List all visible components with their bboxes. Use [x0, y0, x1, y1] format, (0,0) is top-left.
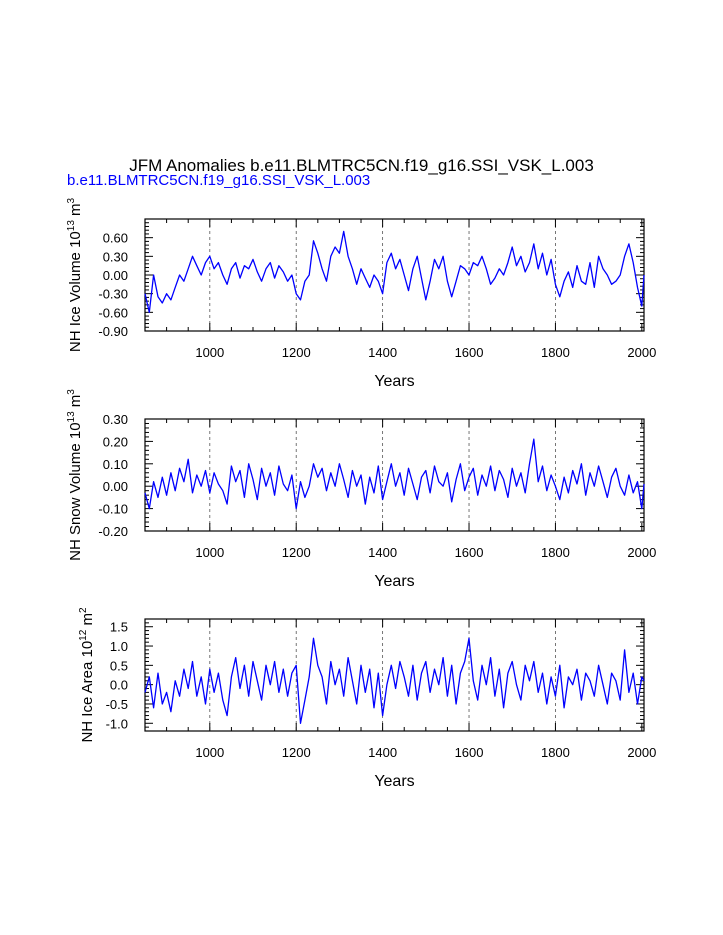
ice-volume-y-axis-title: NH Ice Volume 1013 m3 [66, 197, 84, 352]
ice-area-x-tick-label: 1600 [455, 745, 484, 760]
snow-volume-y-tick-label: 0.20 [103, 434, 128, 449]
ice-area-x-axis-title: Years [374, 773, 414, 790]
figure-subtitle: b.e11.BLMTRC5CN.f19_g16.SSI_VSK_L.003 [67, 172, 371, 189]
ice-volume-y-tick-label: -0.60 [98, 305, 128, 320]
ice-volume-series-line [144, 230, 645, 313]
ice-area-series-line [144, 637, 645, 724]
snow-volume-x-axis-title: Years [374, 573, 414, 590]
ice-volume-x-tick-label: 2000 [627, 345, 656, 360]
snow-volume-x-tick-label: 1400 [368, 545, 397, 560]
ice-area-panel: 1000 1200 1400 1600 1800 2000 -1.0 -0.5 0.0 0.5 1.… [78, 607, 656, 790]
ice-area-x-tick-label: 2000 [627, 745, 656, 760]
ice-area-x-tick-label: 1000 [195, 745, 224, 760]
ice-volume-x-tick-label: 1400 [368, 345, 397, 360]
ice-volume-panel: 1000 1200 1400 1600 1800 2000 -0.90 -0.60 -0.30 0… [66, 197, 656, 390]
ice-volume-x-tick-label: 1200 [282, 345, 311, 360]
ice-area-y-tick-label: 1.0 [110, 639, 128, 654]
snow-volume-y-tick-label: -0.10 [98, 502, 128, 517]
snow-volume-series-line [144, 438, 645, 510]
ice-volume-x-axis-title: Years [374, 373, 414, 390]
snow-volume-plot-frame [144, 418, 645, 532]
snow-volume-y-tick-label: 0.00 [103, 479, 128, 494]
ice-volume-y-tick-label: 0.00 [103, 268, 128, 283]
snow-volume-x-tick-label: 1800 [541, 545, 570, 560]
snow-volume-panel: 1000 1200 1400 1600 1800 2000 -0.20 -0.10 0.00 0.… [66, 389, 656, 590]
ice-area-x-tick-label: 1800 [541, 745, 570, 760]
ice-area-y-tick-label: 0.0 [110, 678, 128, 693]
snow-volume-y-tick-label: -0.20 [98, 524, 128, 539]
ice-volume-x-tick-label: 1800 [541, 345, 570, 360]
ice-area-y-tick-label: 1.5 [110, 620, 128, 635]
snow-volume-x-tick-label: 1200 [282, 545, 311, 560]
ice-area-y-tick-label: -1.0 [106, 716, 128, 731]
ice-volume-x-tick-label: 1000 [195, 345, 224, 360]
ice-area-plot-frame [144, 618, 645, 732]
ice-area-x-tick-label: 1400 [368, 745, 397, 760]
snow-volume-y-tick-label: 0.30 [103, 412, 128, 427]
snow-volume-x-tick-label: 1600 [455, 545, 484, 560]
snow-volume-y-tick-label: 0.10 [103, 457, 128, 472]
ice-area-y-tick-label: -0.5 [106, 697, 128, 712]
ice-volume-x-tick-label: 1600 [455, 345, 484, 360]
ice-area-y-tick-label: 0.5 [110, 658, 128, 673]
snow-volume-y-axis-title: NH Snow Volume 1013 m3 [66, 389, 84, 561]
ice-area-x-tick-label: 1200 [282, 745, 311, 760]
ice-volume-y-tick-label: -0.90 [98, 324, 128, 339]
ice-area-y-axis-title: NH Ice Area 1012 m2 [78, 607, 96, 743]
ice-volume-y-tick-label: -0.30 [98, 287, 128, 302]
snow-volume-x-tick-label: 1000 [195, 545, 224, 560]
ice-volume-y-tick-label: 0.60 [103, 231, 128, 246]
ice-volume-y-tick-label: 0.30 [103, 249, 128, 264]
snow-volume-x-tick-label: 2000 [627, 545, 656, 560]
figure-title: JFM Anomalies b.e11.BLMTRC5CN.f19_g16.SS… [129, 156, 594, 175]
